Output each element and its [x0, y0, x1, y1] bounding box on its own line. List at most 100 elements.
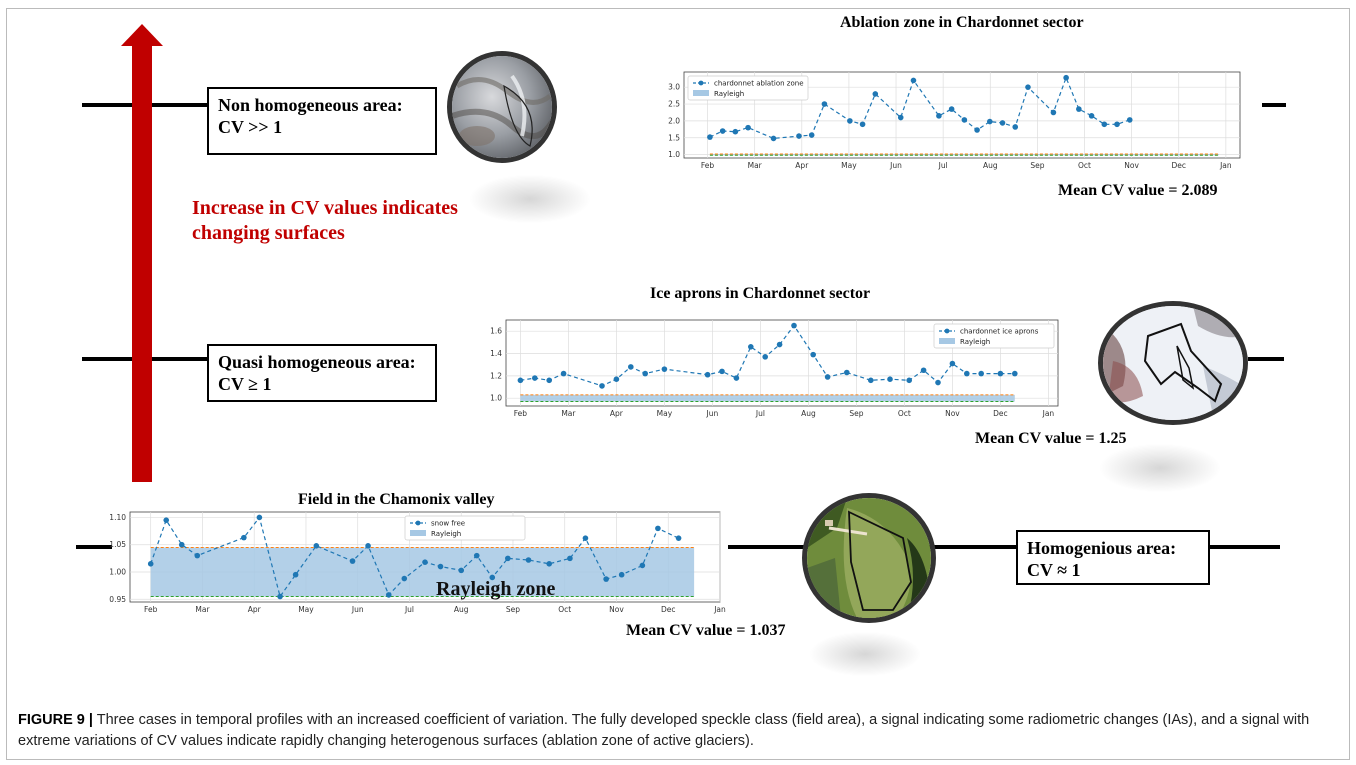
x-tick-label: Jul	[938, 161, 948, 170]
field-photo	[802, 493, 936, 623]
x-tick-label: Jul	[755, 409, 765, 418]
data-point	[1126, 117, 1133, 123]
legend-series-label: chardonnet ice aprons	[960, 328, 1039, 336]
data-point	[964, 370, 970, 377]
non-homogeneous-box: Non homogeneous area: CV >> 1	[207, 87, 437, 155]
data-point	[599, 383, 605, 389]
data-point	[1025, 84, 1031, 90]
x-tick-label: Dec	[661, 605, 676, 614]
increase-line-1: Increase in CV values indicates	[192, 197, 458, 219]
data-point	[546, 377, 552, 384]
data-point	[748, 344, 754, 350]
y-tick-label: 3.0	[668, 83, 680, 92]
x-tick-label: Apr	[610, 409, 624, 418]
data-point	[241, 534, 247, 541]
level-line-bottom-right	[1208, 545, 1280, 549]
series-line	[150, 516, 679, 598]
y-tick-label: 1.0	[668, 150, 680, 159]
rayleigh-band	[150, 547, 695, 597]
x-tick-label: Aug	[454, 605, 469, 614]
legend-rayleigh-label: Rayleigh	[431, 530, 461, 538]
data-point	[948, 106, 955, 112]
chart-ice-aprons: 1.0 1.2 1.4 1.6 Feb Mar Apr May Jun Jul Aug Sep Oct N…	[490, 319, 1059, 418]
data-point	[732, 128, 739, 135]
data-point	[1076, 106, 1082, 112]
x-tick-label: Nov	[1124, 161, 1139, 170]
legend-series-marker	[944, 328, 950, 334]
increase-line-2: changing surfaces	[192, 222, 345, 244]
x-tick-label: Jun	[889, 161, 902, 170]
x-tick-label: Feb	[514, 409, 528, 418]
increase-arrow-shaft	[132, 44, 152, 482]
data-point	[859, 121, 866, 128]
data-point	[437, 563, 444, 570]
legend-rayleigh-swatch	[939, 338, 955, 344]
chart-3-mean-label: Mean CV value = 1.037	[626, 622, 786, 639]
x-tick-label: Dec	[993, 409, 1008, 418]
chart-3-title: Field in the Chamonix valley	[298, 491, 495, 508]
legend-rayleigh-label: Rayleigh	[960, 338, 990, 346]
data-point	[147, 561, 154, 567]
data-point	[887, 376, 893, 382]
y-tick-label: 1.6	[490, 327, 502, 336]
data-point	[178, 541, 185, 548]
chart-1-mean-label: Mean CV value = 2.089	[1058, 182, 1218, 199]
legend-rayleigh-label: Rayleigh	[714, 90, 744, 98]
data-point	[582, 535, 589, 541]
y-tick-label: 1.5	[668, 133, 680, 142]
data-point	[401, 575, 408, 582]
increase-annotation: Increase in CV values indicates changing…	[192, 196, 458, 246]
data-point	[974, 127, 980, 133]
quasi-homogeneous-cv: CV ≥ 1	[218, 374, 272, 394]
legend-series-marker	[698, 80, 704, 86]
data-point	[546, 561, 553, 567]
data-point	[745, 124, 751, 131]
quasi-homogeneous-box: Quasi homogeneous area: CV ≥ 1	[207, 344, 437, 402]
data-point	[910, 77, 917, 84]
ice-apron-photo	[1098, 301, 1248, 425]
x-tick-label: Jan	[1042, 409, 1055, 418]
x-tick-label: Mar	[195, 605, 210, 614]
data-point	[1088, 113, 1095, 119]
data-point	[949, 360, 956, 367]
homogeneous-label: Homogenious area:	[1027, 538, 1177, 558]
quasi-homogeneous-label: Quasi homogeneous area:	[218, 352, 416, 372]
data-point	[997, 370, 1004, 377]
x-tick-label: Oct	[558, 605, 571, 614]
data-point	[313, 543, 320, 549]
ice-apron-photo-image	[1103, 306, 1243, 420]
x-tick-label: May	[298, 605, 314, 614]
y-tick-label: 1.10	[109, 513, 126, 522]
legend-rayleigh-swatch	[693, 90, 709, 96]
non-homogeneous-label: Non homogeneous area:	[218, 95, 403, 115]
data-point	[655, 525, 661, 532]
data-point	[560, 370, 567, 377]
data-point	[517, 377, 524, 384]
data-point	[642, 370, 648, 377]
chart-1-title: Ablation zone in Chardonnet sector	[840, 14, 1084, 31]
data-point	[936, 113, 942, 119]
data-point	[824, 374, 831, 380]
data-point	[458, 567, 465, 574]
data-point	[872, 91, 879, 97]
data-point	[978, 370, 984, 377]
legend-series-marker	[415, 520, 421, 526]
data-point	[567, 555, 573, 562]
data-point	[770, 135, 777, 142]
data-point	[935, 379, 941, 386]
data-point	[704, 371, 711, 378]
x-tick-label: Oct	[1078, 161, 1091, 170]
data-point	[292, 571, 299, 578]
y-tick-label: 0.95	[109, 595, 126, 604]
legend-box	[933, 323, 1055, 349]
x-tick-label: Sep	[849, 409, 863, 418]
x-tick-label: Mar	[748, 161, 763, 170]
non-homogeneous-cv: CV >> 1	[218, 117, 283, 137]
data-point	[987, 118, 993, 125]
legend-series-label: snow free	[431, 520, 465, 528]
level-line-top-right	[1262, 103, 1286, 107]
chart-2-title: Ice aprons in Chardonnet sector	[650, 285, 871, 302]
data-point	[256, 514, 263, 521]
legend-rayleigh-swatch	[410, 530, 426, 536]
chart-field-chamonix: 0.95 1.00 1.05 1.10 Feb Mar Apr May Jun Jul Aug Sep…	[109, 511, 726, 614]
